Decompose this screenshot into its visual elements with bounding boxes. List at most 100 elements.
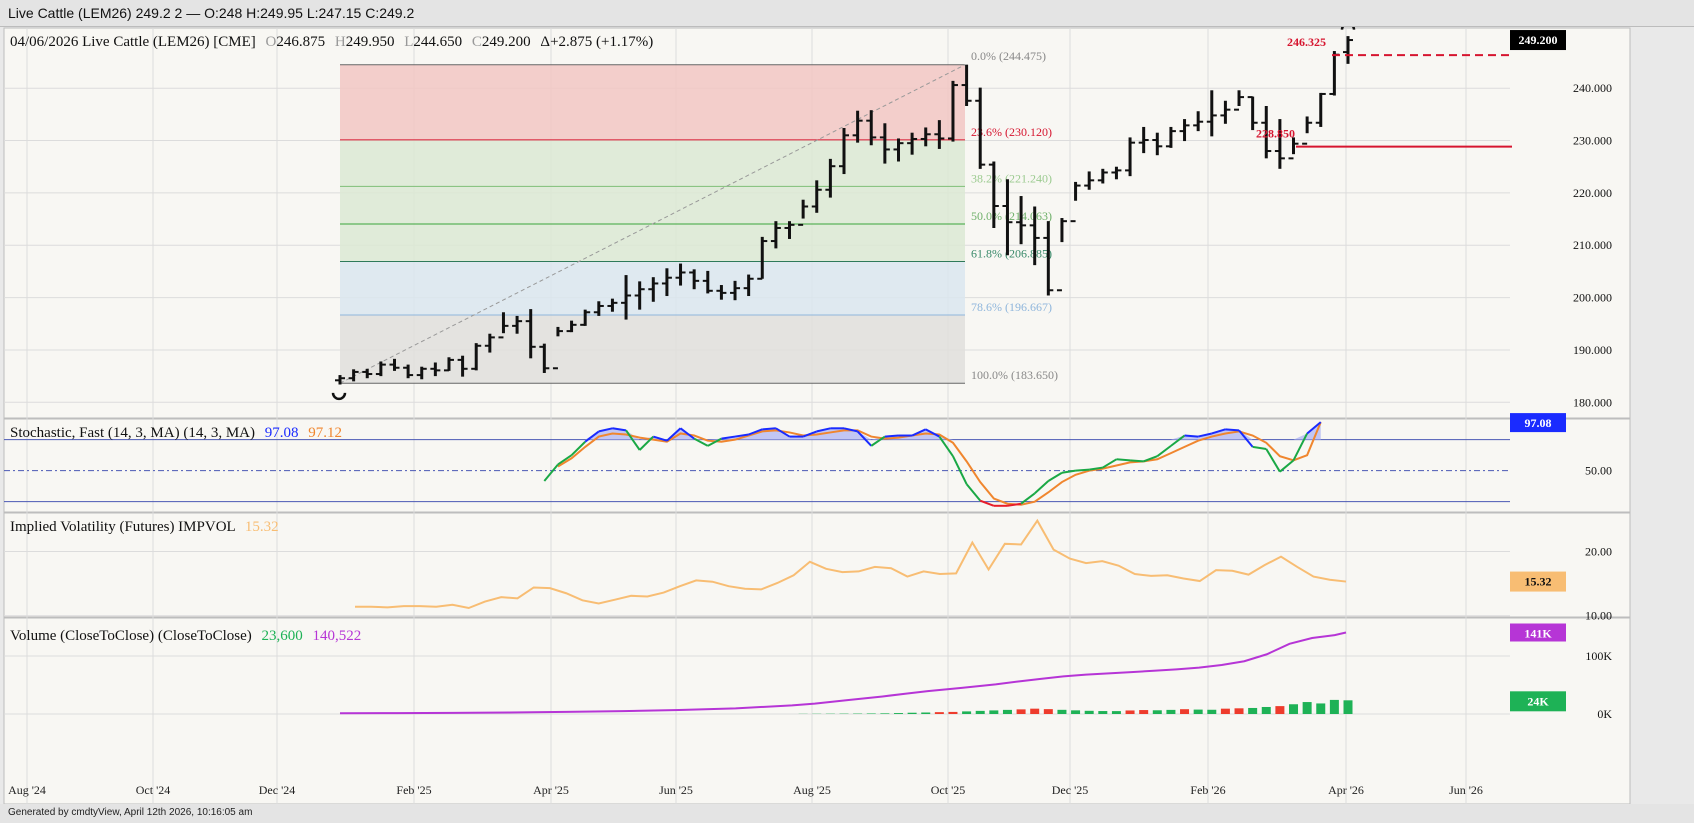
stoch-k-segment bbox=[1075, 468, 1090, 472]
stoch-d-value: 97.12 bbox=[308, 425, 342, 441]
volume-bar bbox=[1125, 710, 1135, 714]
window-title: Live Cattle (LEM26) 249.2 2 — O:248 H:24… bbox=[8, 5, 415, 21]
close-value: 249.200 bbox=[482, 34, 531, 50]
y-tick-label: 200.000 bbox=[1573, 291, 1612, 305]
stoch-k-segment bbox=[1211, 428, 1226, 435]
stoch-k-segment bbox=[1102, 458, 1117, 469]
stoch-k-segment bbox=[952, 455, 968, 485]
price-bar bbox=[730, 280, 741, 301]
volume-bar bbox=[1220, 708, 1230, 714]
stoch-k-segment bbox=[1007, 502, 1022, 507]
stoch-k-segment bbox=[1143, 455, 1158, 463]
stoch-k-segment bbox=[679, 427, 695, 440]
volume-bar bbox=[1084, 710, 1094, 714]
impvol-value: 15.32 bbox=[245, 519, 279, 535]
stoch-k-segment bbox=[557, 454, 573, 466]
y-tick-label: 230.000 bbox=[1573, 134, 1612, 148]
price-bar bbox=[403, 364, 414, 379]
price-bar bbox=[1111, 166, 1122, 180]
volume-bar bbox=[1111, 711, 1121, 714]
stochastic-lines bbox=[4, 421, 1510, 507]
price-bar bbox=[430, 362, 441, 377]
price-bar bbox=[443, 357, 454, 372]
stoch-k-segment bbox=[721, 435, 736, 440]
stoch-k-segment bbox=[816, 427, 831, 433]
axes: Aug '24 Oct '24 Dec '24 Feb '25 Apr '25 Jun '… bbox=[8, 30, 1612, 797]
x-tick-label: Jun '25 bbox=[659, 783, 693, 797]
stoch-k-segment bbox=[1265, 448, 1281, 473]
volume-bar bbox=[1316, 703, 1326, 714]
y-tick-label: 100K bbox=[1585, 649, 1612, 663]
window-title-bar: Live Cattle (LEM26) 249.2 2 — O:248 H:24… bbox=[0, 0, 1694, 27]
price-bar bbox=[716, 285, 727, 300]
volume-bar bbox=[880, 713, 890, 714]
fib-zone bbox=[340, 315, 965, 384]
impvol-header: Implied Volatility (Futures) IMPVOL 15.3… bbox=[10, 519, 279, 535]
price-bar bbox=[593, 301, 604, 316]
price-bar bbox=[525, 309, 536, 359]
price-bar bbox=[934, 120, 945, 149]
fib-level-label: 38.2% (221.240) bbox=[971, 171, 1052, 185]
fib-zone bbox=[340, 186, 965, 224]
volume-bar bbox=[975, 710, 985, 714]
high-value: 249.950 bbox=[346, 34, 395, 50]
stoch-k-segment bbox=[856, 430, 872, 447]
fib-level-label: 61.8% (206.885) bbox=[971, 247, 1052, 261]
price-bar bbox=[784, 221, 795, 239]
stoch-k-segment bbox=[979, 499, 995, 507]
impvol-value-tag bbox=[1510, 571, 1566, 592]
volume-panel bbox=[3, 617, 1631, 804]
stoch-k-segment bbox=[1252, 445, 1267, 450]
stoch-k-segment bbox=[965, 483, 981, 502]
price-bar bbox=[893, 138, 904, 162]
volume-value: 23,600 bbox=[262, 628, 303, 644]
price-bar bbox=[1125, 137, 1136, 177]
stoch-k-segment bbox=[638, 435, 654, 451]
x-tick-label: Dec '24 bbox=[259, 783, 295, 797]
stoch-k-segment bbox=[843, 427, 858, 433]
price-bar bbox=[675, 263, 686, 286]
volume-bar bbox=[1248, 707, 1258, 714]
price-bar bbox=[335, 375, 345, 385]
volume-bar bbox=[1071, 710, 1081, 714]
stoch-k-segment bbox=[570, 441, 586, 456]
price-bar bbox=[484, 333, 495, 353]
stoch-k-segment bbox=[1306, 421, 1322, 435]
fib-trend-line bbox=[339, 64, 966, 384]
x-tick-label: Jun '26 bbox=[1449, 783, 1483, 797]
y-tick-label: 190.000 bbox=[1573, 343, 1612, 357]
price-bar bbox=[661, 268, 672, 297]
reference-lines[interactable]: 246.325 228.850 bbox=[1256, 35, 1512, 148]
price-bar bbox=[607, 298, 618, 312]
cumulative-volume-tag bbox=[1510, 623, 1566, 642]
fibonacci-retracement[interactable]: 0.0% (244.475) 23.6% (230.120) 38.2% (221.… bbox=[339, 49, 1058, 384]
price-bar bbox=[1016, 196, 1027, 245]
price-bars[interactable] bbox=[331, 27, 1356, 401]
impvol-line bbox=[355, 518, 1347, 610]
price-bar bbox=[1315, 92, 1326, 127]
price-bar bbox=[866, 110, 877, 146]
price-bar bbox=[375, 361, 386, 377]
price-bar bbox=[580, 309, 591, 326]
price-bar bbox=[770, 221, 781, 249]
volume-bar bbox=[893, 713, 903, 714]
x-tick-label: Oct '25 bbox=[931, 783, 966, 797]
volume-bar bbox=[1166, 709, 1176, 714]
stoch-k-segment bbox=[543, 463, 559, 482]
stoch-k-segment bbox=[625, 429, 641, 451]
price-bar bbox=[362, 368, 373, 379]
y-tick-label: 180.000 bbox=[1573, 395, 1612, 409]
y-tick-label: 220.000 bbox=[1573, 186, 1612, 200]
volume-bar bbox=[866, 713, 876, 714]
y-tick-label: 20.00 bbox=[1585, 545, 1612, 559]
price-bar bbox=[798, 199, 809, 226]
volume-bar bbox=[1016, 709, 1026, 714]
fib-level-label: 50.0% (214.063) bbox=[971, 209, 1052, 223]
stoch-k-segment bbox=[584, 430, 600, 443]
stoch-value-tag bbox=[1510, 413, 1566, 433]
volume-bar bbox=[1234, 708, 1244, 714]
price-bar bbox=[1220, 100, 1231, 124]
chart-area[interactable]: 0.0% (244.475) 23.6% (230.120) 38.2% (221.… bbox=[0, 27, 1694, 804]
stoch-k-segment bbox=[870, 435, 886, 447]
volume-bar bbox=[907, 712, 917, 714]
